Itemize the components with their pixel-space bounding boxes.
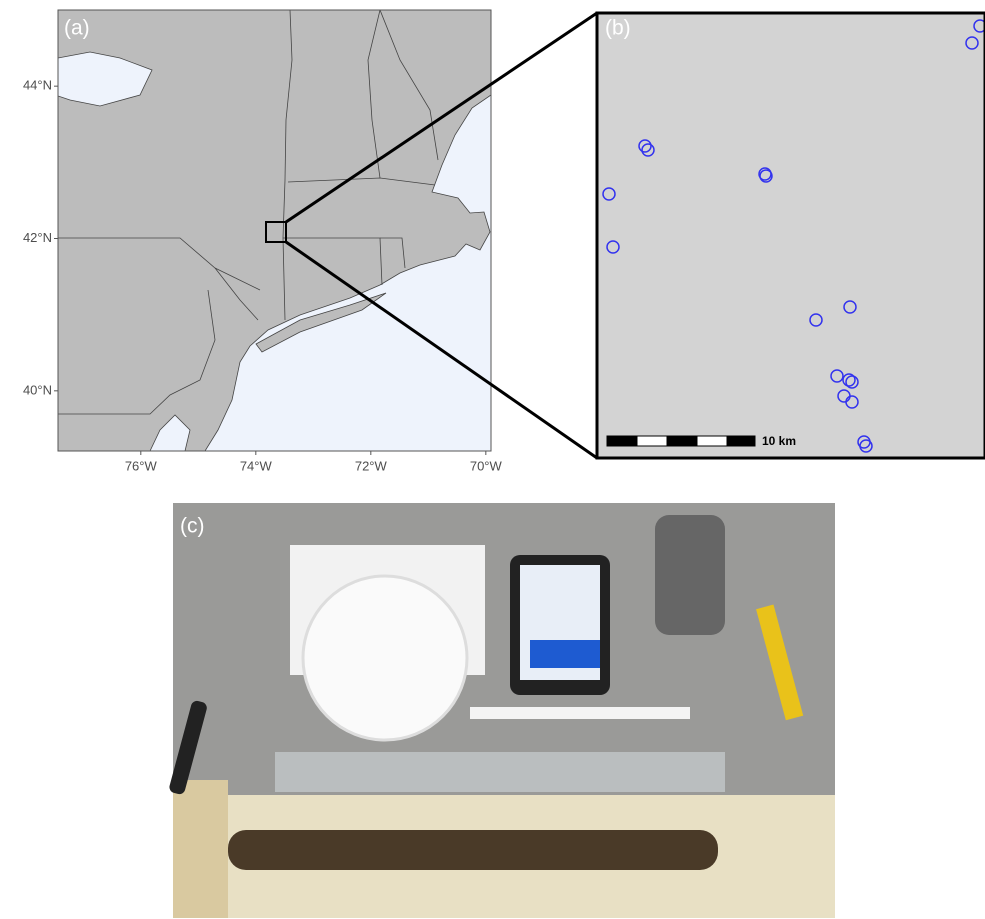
analyzer (655, 515, 725, 635)
panel-label: (a) (64, 16, 90, 39)
y-tick-label: 44°N (23, 78, 52, 93)
ruler (470, 707, 690, 719)
tube (275, 752, 725, 792)
screen-button (530, 640, 600, 668)
figure: (a) 10 (0, 0, 985, 919)
scale-label: 10 km (762, 434, 796, 448)
y-tick-label: 42°N (23, 230, 52, 245)
y-tick-label: 40°N (23, 382, 52, 397)
tray-end (173, 780, 228, 918)
plate (303, 576, 467, 740)
map-a (58, 10, 491, 451)
x-tick-label: 70°W (470, 458, 503, 473)
x-tick-label: 76°W (125, 458, 158, 473)
core (228, 830, 718, 870)
photo-c: (c) (168, 503, 835, 918)
inset-map (597, 13, 985, 458)
panel-label: (b) (605, 16, 631, 39)
panel-b: 10 km (b) (597, 13, 985, 458)
panel-label: (c) (180, 514, 205, 537)
scale-bar (607, 436, 755, 446)
x-tick-label: 72°W (355, 458, 388, 473)
x-tick-label: 74°W (240, 458, 273, 473)
